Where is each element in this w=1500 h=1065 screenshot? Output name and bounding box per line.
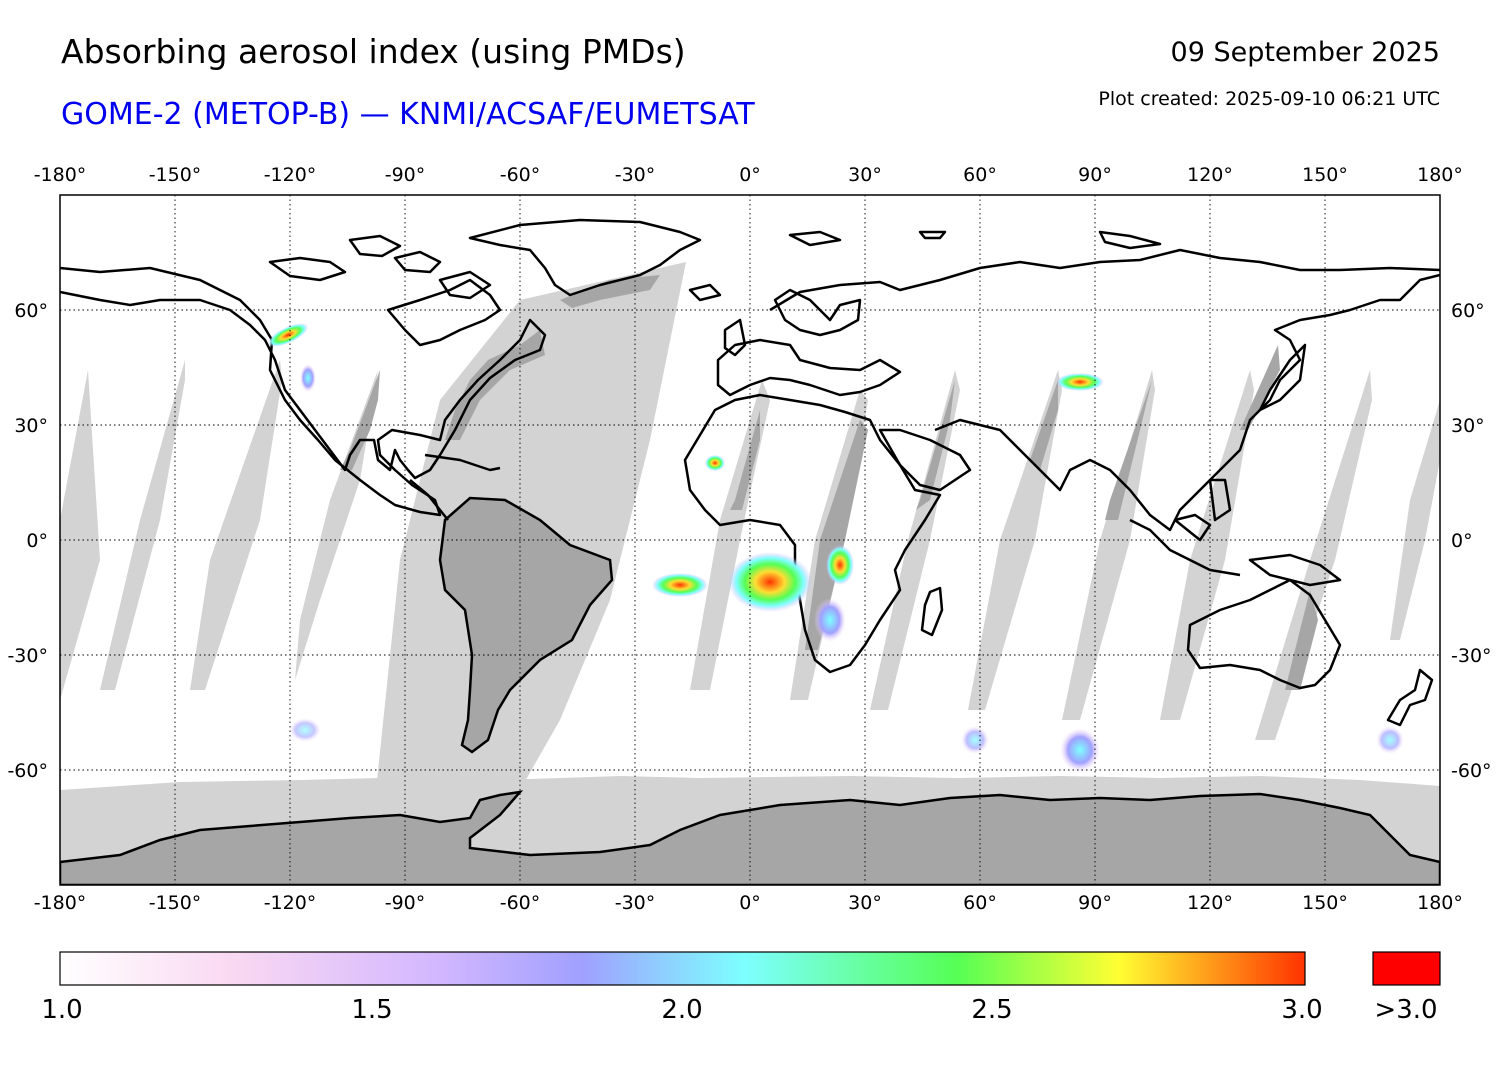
aerosol-hotspot-east-africa [826,545,854,585]
aerosol-speckle-southern-ocean-4 [289,718,321,742]
aerosol-hotspot-west-africa [705,455,725,471]
lon-label-top: -120° [264,164,317,186]
map-area [60,195,1440,885]
lon-label-bottom: -60° [500,892,541,914]
lat-label-left: -60° [7,760,48,782]
lon-label-top: 60° [963,164,997,186]
lon-label-top: -60° [500,164,541,186]
lat-label-left: 0° [26,530,48,552]
aerosol-hotspot-central-asia [1056,373,1104,391]
graticule [60,195,1440,885]
lon-label-bottom: 0° [739,892,761,914]
lon-label-bottom: 120° [1187,892,1233,914]
aerosol-hotspot-central-africa [728,552,812,612]
lat-label-right: 0° [1451,530,1473,552]
lon-label-bottom: 60° [963,892,997,914]
lon-label-top: 180° [1417,164,1463,186]
lon-label-bottom: -90° [385,892,426,914]
plot-created-timestamp: Plot created: 2025-09-10 06:21 UTC [1098,88,1440,110]
lat-label-left: -30° [7,645,48,667]
lon-label-top: 30° [848,164,882,186]
lon-label-bottom: -180° [34,892,87,914]
aerosol-speckle-southern-ocean-2 [961,726,989,754]
aerosol-speckle-southern-ocean-3 [1376,726,1404,754]
lat-label-right: -30° [1451,645,1492,667]
aerosol-speckle-southern-ocean-1 [1060,728,1100,772]
lon-label-bottom: 90° [1078,892,1112,914]
lon-label-bottom: 30° [848,892,882,914]
lon-label-top: 0° [739,164,761,186]
lon-label-bottom: 150° [1302,892,1348,914]
colorbar-overflow-swatch [1372,951,1441,986]
colorbar-overflow-label: >3.0 [1374,995,1438,1025]
south-america-land [438,496,614,754]
lon-label-top: 150° [1302,164,1348,186]
lon-label-top: -180° [34,164,87,186]
lon-label-top: -30° [615,164,656,186]
map-title: Absorbing aerosol index (using PMDs) [61,32,686,71]
lon-label-top: -90° [385,164,426,186]
aerosol-hotspot-west-us [300,364,316,392]
lat-label-left: 60° [14,300,48,322]
aerosol-hotspots [267,323,1404,772]
axis-tick-labels: -180° -180° -150° -150° -120° -120° -90° -90° -6… [7,164,1491,914]
lon-label-bottom: 180° [1417,892,1463,914]
aerosol-hotspot-north-america [267,323,309,347]
lon-label-top: 120° [1187,164,1233,186]
colorbar-label-1: 1.0 [41,995,83,1025]
lat-label-left: 30° [14,415,48,437]
colorbar-label-2: 1.5 [351,995,393,1025]
lon-label-top: -150° [149,164,202,186]
lon-label-bottom: -120° [264,892,317,914]
aerosol-hotspot-southern-africa [814,598,846,642]
lon-label-bottom: -30° [615,892,656,914]
colorbar-label-5: 3.0 [1281,995,1323,1025]
aerosol-hotspot-atlantic-africa [652,573,708,597]
colorbar-label-3: 2.0 [661,995,703,1025]
lat-label-right: 60° [1451,300,1485,322]
lon-label-bottom: -150° [149,892,202,914]
lat-label-right: 30° [1451,415,1485,437]
colorbar-gradient [59,951,1306,986]
orbit-gaps-land [340,345,1318,690]
observation-date: 09 September 2025 [1170,37,1440,68]
map-frame [59,194,1441,886]
greenland-no-data [560,275,660,308]
lat-label-right: -60° [1451,760,1492,782]
colorbar-label-4: 2.5 [971,995,1013,1025]
map-subtitle: GOME-2 (METOP-B) — KNMI/ACSAF/EUMETSAT [61,97,755,132]
lon-label-top: 90° [1078,164,1112,186]
